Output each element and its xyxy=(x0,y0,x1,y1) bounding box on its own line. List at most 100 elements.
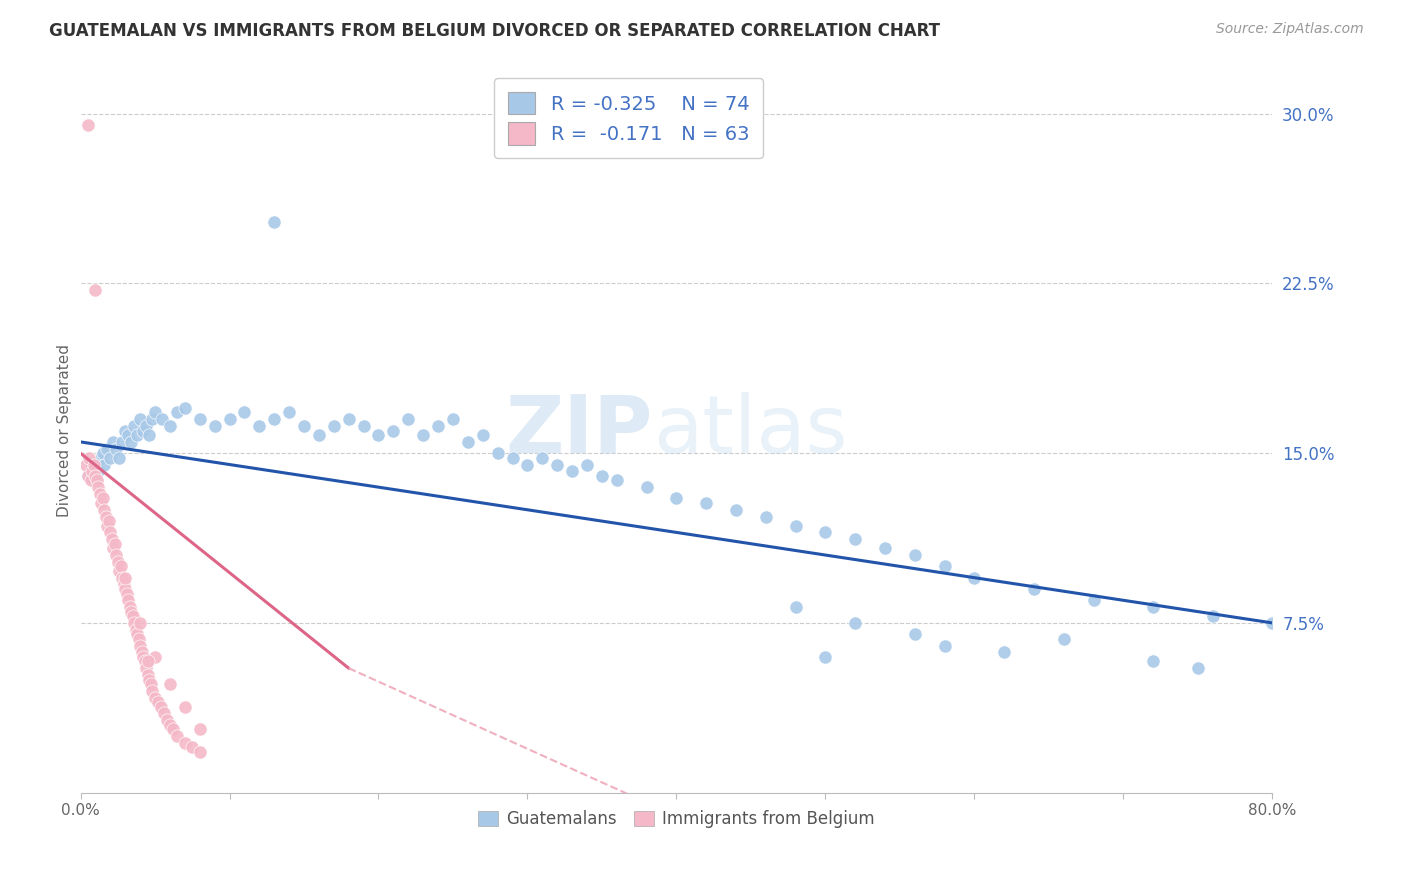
Point xyxy=(91,491,114,506)
Point xyxy=(114,571,136,585)
Point xyxy=(104,537,127,551)
Text: Source: ZipAtlas.com: Source: ZipAtlas.com xyxy=(1216,22,1364,37)
Point xyxy=(98,525,121,540)
Point xyxy=(77,468,100,483)
Point xyxy=(138,673,160,687)
Point xyxy=(396,412,419,426)
Point xyxy=(1202,609,1225,624)
Point xyxy=(814,525,837,540)
Point xyxy=(98,450,121,465)
Point xyxy=(263,215,285,229)
Point xyxy=(141,412,163,426)
Point xyxy=(83,458,105,472)
Point xyxy=(89,487,111,501)
Point xyxy=(136,668,159,682)
Point xyxy=(146,695,169,709)
Point xyxy=(1187,661,1209,675)
Point xyxy=(96,518,118,533)
Point xyxy=(118,600,141,615)
Text: ZIP: ZIP xyxy=(505,392,652,469)
Point xyxy=(87,480,110,494)
Point xyxy=(263,412,285,426)
Point xyxy=(143,649,166,664)
Point xyxy=(132,424,155,438)
Point xyxy=(110,559,132,574)
Point xyxy=(591,468,613,483)
Point xyxy=(138,428,160,442)
Point xyxy=(122,615,145,630)
Point xyxy=(665,491,688,506)
Point xyxy=(173,736,195,750)
Point xyxy=(576,458,599,472)
Point xyxy=(153,706,176,721)
Point xyxy=(82,464,104,478)
Point xyxy=(502,450,524,465)
Point xyxy=(963,571,986,585)
Point xyxy=(785,518,807,533)
Point xyxy=(149,699,172,714)
Point xyxy=(427,419,450,434)
Point xyxy=(152,412,174,426)
Point xyxy=(934,639,956,653)
Point xyxy=(173,699,195,714)
Point xyxy=(96,442,118,456)
Point xyxy=(117,428,139,442)
Point xyxy=(367,428,389,442)
Point xyxy=(166,405,188,419)
Point xyxy=(139,677,162,691)
Point xyxy=(108,450,131,465)
Point xyxy=(80,474,103,488)
Point xyxy=(103,434,125,449)
Text: atlas: atlas xyxy=(652,392,846,469)
Point xyxy=(156,713,179,727)
Point xyxy=(636,480,658,494)
Point xyxy=(873,541,896,556)
Point xyxy=(90,496,112,510)
Point xyxy=(188,412,211,426)
Point xyxy=(1142,654,1164,668)
Point xyxy=(516,458,538,472)
Point xyxy=(77,118,100,132)
Point xyxy=(76,458,98,472)
Point xyxy=(101,532,124,546)
Point xyxy=(84,468,107,483)
Point xyxy=(90,450,112,465)
Point xyxy=(77,468,100,483)
Text: GUATEMALAN VS IMMIGRANTS FROM BELGIUM DIVORCED OR SEPARATED CORRELATION CHART: GUATEMALAN VS IMMIGRANTS FROM BELGIUM DI… xyxy=(49,22,941,40)
Point xyxy=(173,401,195,415)
Point xyxy=(814,649,837,664)
Point xyxy=(904,548,927,562)
Point xyxy=(471,428,494,442)
Point xyxy=(124,623,146,637)
Point xyxy=(115,586,138,600)
Point xyxy=(93,503,115,517)
Point xyxy=(97,514,120,528)
Point xyxy=(108,564,131,578)
Point xyxy=(546,458,568,472)
Point xyxy=(159,677,181,691)
Point xyxy=(134,654,156,668)
Point xyxy=(159,419,181,434)
Point xyxy=(131,645,153,659)
Point xyxy=(143,690,166,705)
Point xyxy=(785,600,807,615)
Point xyxy=(103,541,125,556)
Point xyxy=(105,548,128,562)
Point xyxy=(136,654,159,668)
Point xyxy=(188,745,211,759)
Point xyxy=(128,632,150,646)
Point xyxy=(531,450,554,465)
Point xyxy=(412,428,434,442)
Point xyxy=(247,419,270,434)
Point xyxy=(94,509,117,524)
Point xyxy=(695,496,717,510)
Point xyxy=(107,555,129,569)
Point xyxy=(120,434,142,449)
Point xyxy=(84,283,107,297)
Point xyxy=(1142,600,1164,615)
Point xyxy=(135,419,157,434)
Point xyxy=(111,434,134,449)
Point xyxy=(86,474,108,488)
Point xyxy=(121,609,143,624)
Point xyxy=(486,446,509,460)
